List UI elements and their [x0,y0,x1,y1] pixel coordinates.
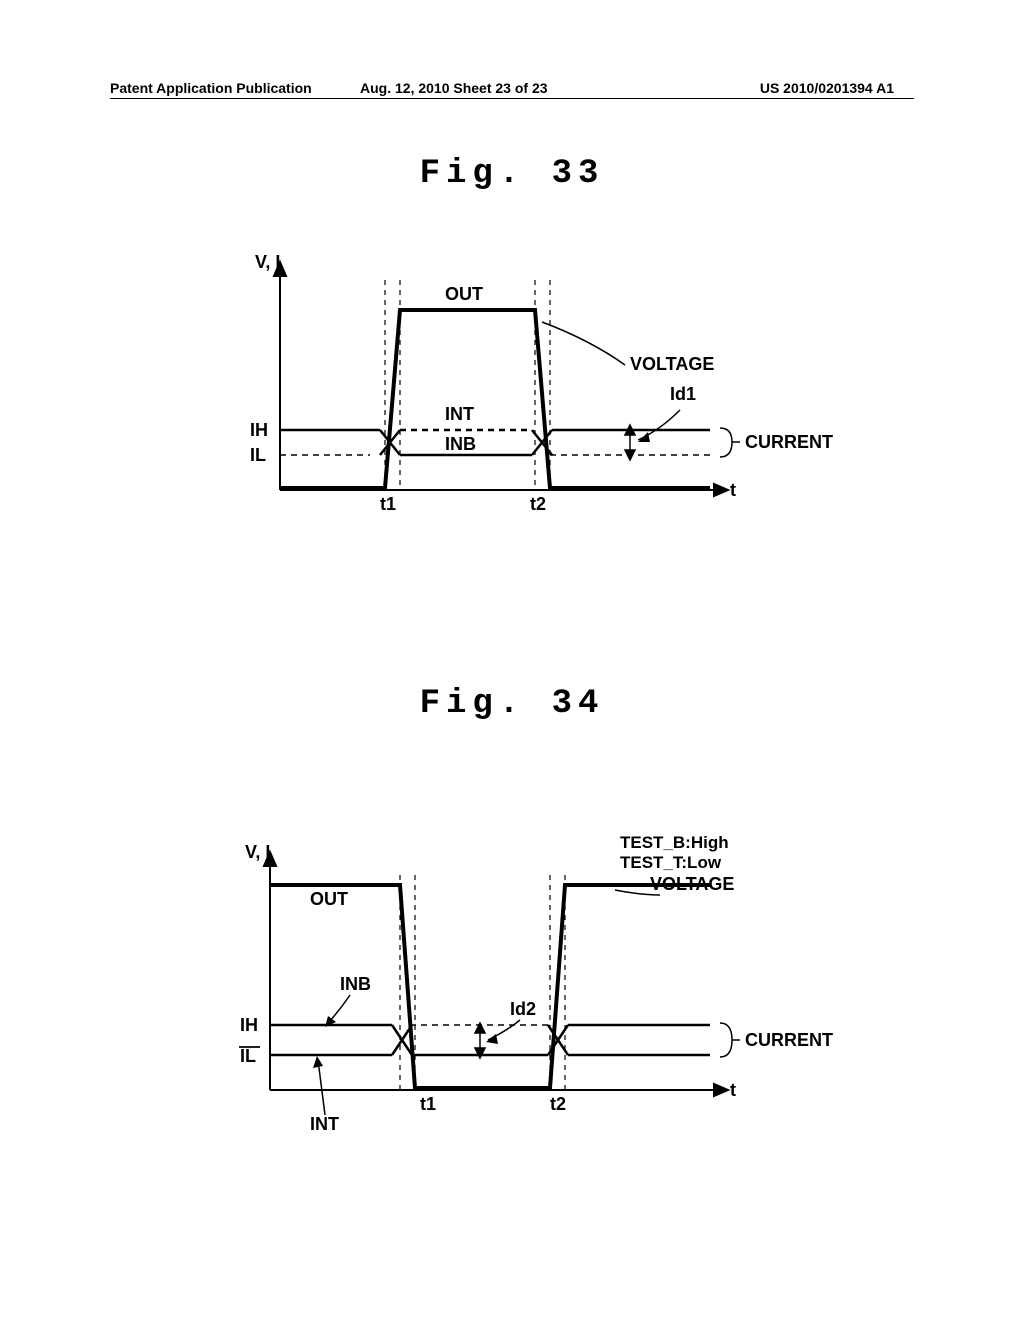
fig34-id2-label: Id2 [510,999,536,1019]
fig34-t1-label: t1 [420,1094,436,1114]
fig34-current-label: CURRENT [745,1030,833,1050]
fig33-out-label: OUT [445,284,483,304]
fig33-out-trace [280,310,710,488]
header-right: US 2010/0201394 A1 [760,80,894,96]
header-rule [110,98,914,99]
fig34-xaxis-label: t [730,1080,736,1100]
fig33-yaxis-label: V, I [255,252,280,272]
header-mid: Aug. 12, 2010 Sheet 23 of 23 [360,80,548,96]
fig33-current-label: CURRENT [745,432,833,452]
fig34-t2-label: t2 [550,1094,566,1114]
fig34-il-label: IL [240,1046,256,1066]
fig34-title: Fig. 34 [0,685,1024,723]
fig34-ih-label: IH [240,1015,258,1035]
fig34-voltage-label: VOLTAGE [650,874,734,894]
fig33-title: Fig. 33 [0,155,1024,193]
fig33-svg: V, I t IH IL t1 t2 OUT INT INB VOLTAGE I… [220,260,840,560]
fig33-ih-label: IH [250,420,268,440]
fig34-testb-label: TEST_B:High [620,833,729,852]
fig33-diagram: V, I t IH IL t1 t2 OUT INT INB VOLTAGE I… [220,260,840,565]
fig34-id2-arrow [475,1023,485,1058]
fig33-t2-label: t2 [530,494,546,514]
fig33-il-label: IL [250,445,266,465]
fig34-svg: TEST_B:High TEST_T:Low V, I t IH IL t1 t… [210,830,850,1170]
header-left: Patent Application Publication [110,80,312,96]
fig34-inb-label: INB [340,974,371,994]
fig33-t1-label: t1 [380,494,396,514]
fig33-xaxis-label: t [730,480,736,500]
fig34-diagram: TEST_B:High TEST_T:Low V, I t IH IL t1 t… [210,830,850,1175]
fig34-testt-label: TEST_T:Low [620,853,722,872]
fig34-out-label: OUT [310,889,348,909]
fig33-id1-label: Id1 [670,384,696,404]
fig33-voltage-label: VOLTAGE [630,354,714,374]
fig34-out-trace [270,885,710,1088]
fig33-int-label: INT [445,404,474,424]
fig34-int-label: INT [310,1114,339,1134]
fig34-yaxis-label: V, I [245,842,270,862]
fig33-inb-label: INB [445,434,476,454]
